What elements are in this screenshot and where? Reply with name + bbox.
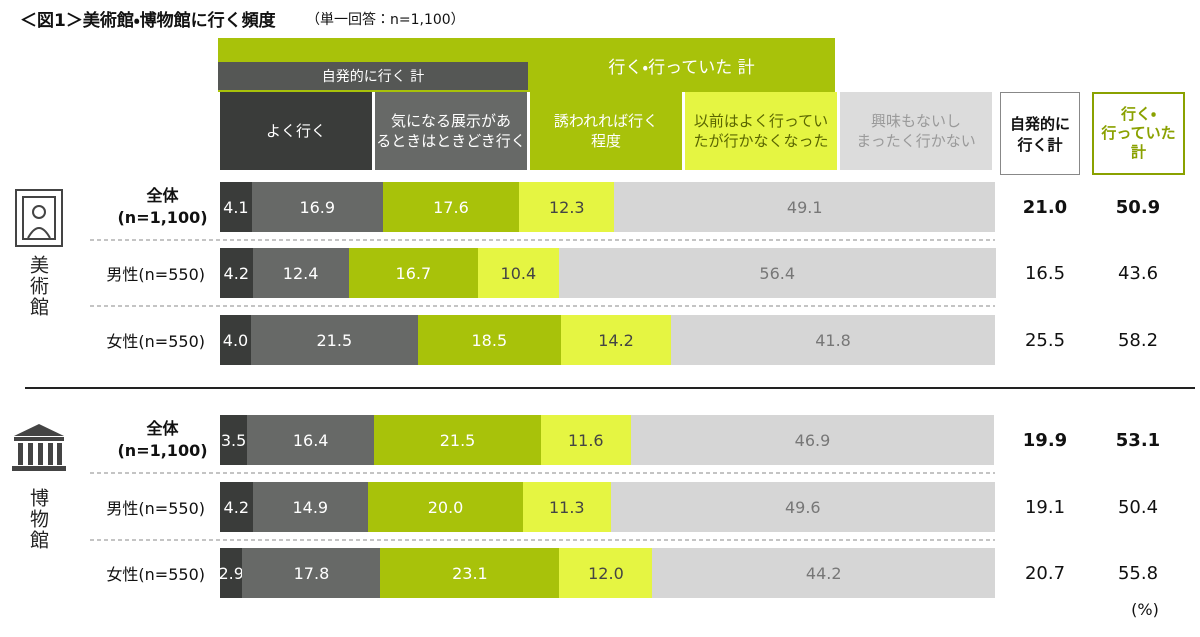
category-label: 全体 (n=1,100) (117, 418, 208, 460)
value-label: 4.2 (223, 497, 249, 517)
value-label: 4.2 (223, 263, 249, 283)
bar-segment (380, 548, 560, 598)
bar-segment (652, 548, 995, 598)
bar-segment (251, 315, 418, 365)
value-label: 56.4 (759, 263, 796, 283)
group-label: 美術館 (27, 255, 49, 318)
value-label: 4.1 (223, 197, 249, 217)
category-label: 男性(n=550) (106, 499, 205, 518)
bar-segment (247, 415, 375, 465)
bar-segment (374, 415, 541, 465)
bar-segment (561, 315, 672, 365)
bar-segment (242, 548, 381, 598)
total-value: 55.8 (1117, 562, 1159, 584)
value-label: 11.6 (567, 430, 604, 450)
value-label: 49.1 (786, 197, 823, 217)
group-label: 博物館 (27, 488, 49, 551)
total-value: 50.9 (1115, 196, 1161, 218)
value-label: 21.5 (316, 330, 353, 350)
total-header: 行く・ 行っていた 計 (1092, 92, 1185, 175)
bar-segment (220, 415, 248, 465)
value-label: 46.9 (794, 430, 831, 450)
category-label: 全体 (n=1,100) (117, 185, 208, 227)
bar-segment (519, 182, 615, 232)
value-label: 14.9 (292, 497, 329, 517)
museum-icon (12, 424, 66, 471)
bar-segment (220, 182, 252, 232)
value-label: 18.5 (471, 330, 508, 350)
bar-segment (220, 315, 251, 365)
category-label: 女性(n=550) (106, 332, 205, 351)
bar-segment (220, 248, 253, 298)
row-separators (90, 239, 995, 541)
bar-segment (251, 182, 383, 232)
chart-title: ＜図1＞美術館・博物館に行く頻度 (20, 11, 276, 31)
value-label: 49.6 (784, 497, 821, 517)
total-value: 19.1 (1024, 496, 1066, 518)
bar-segment (252, 248, 349, 298)
legend-header: 気になる展示があ るときはときどき行く (375, 92, 527, 170)
category-label: 女性(n=550) (106, 565, 205, 584)
value-label: 11.3 (548, 497, 585, 517)
art-icon (15, 189, 63, 247)
bar-segment (614, 182, 995, 232)
bar-segment (220, 482, 253, 532)
bar-segment (559, 548, 653, 598)
bar-segment (523, 482, 611, 532)
bar-segment (630, 415, 995, 465)
legend-header: 以前はよく行ってい たが行かなくなった (685, 92, 837, 170)
value-label: 17.6 (433, 197, 469, 217)
value-label: 12.4 (282, 263, 319, 283)
total-value: 25.5 (1024, 329, 1066, 351)
bar-segment (540, 415, 631, 465)
bar-segment (417, 315, 561, 365)
value-label: 16.4 (292, 430, 329, 450)
total-value: 20.7 (1024, 562, 1066, 584)
value-label: 44.2 (805, 563, 842, 583)
category-label: 男性(n=550) (106, 265, 205, 284)
unit-label: (%) (1131, 600, 1159, 619)
total-value: 43.6 (1117, 262, 1159, 284)
value-label: 41.8 (815, 330, 851, 350)
bar-segment (348, 248, 479, 298)
bar-segment (610, 482, 995, 532)
chart-subtitle: （単一回答：n=1,100） (306, 12, 465, 28)
total-value: 19.9 (1022, 429, 1068, 451)
value-label: 20.0 (427, 497, 464, 517)
value-label: 23.1 (452, 563, 488, 583)
value-label: 3.5 (220, 430, 247, 450)
bar-segment (478, 248, 559, 298)
total-value: 50.4 (1117, 496, 1159, 518)
value-label: 2.9 (218, 563, 244, 583)
value-label: 21.5 (439, 430, 476, 450)
value-label: 10.4 (500, 263, 537, 283)
value-label: 12.0 (588, 563, 624, 583)
value-label: 16.7 (395, 263, 432, 283)
total-value: 53.1 (1115, 429, 1161, 451)
bar-segment (220, 548, 243, 598)
value-label: 4.0 (222, 330, 249, 350)
total-value: 21.0 (1022, 196, 1068, 218)
bar-segment (252, 482, 369, 532)
legend-header: 誘われれば行く 程度 (530, 92, 682, 170)
total-header: 自発的に 行く計 (1000, 92, 1080, 175)
total-value: 58.2 (1117, 329, 1159, 351)
header-group: 自発的に行く 計 (218, 62, 528, 90)
bar-segment (382, 182, 520, 232)
bar-segment (671, 315, 995, 365)
legend-header: 興味もないし まったく行かない (840, 92, 992, 170)
legend-header: よく行く (220, 92, 372, 170)
value-label: 17.8 (293, 563, 330, 583)
value-label: 12.3 (548, 197, 585, 217)
total-value: 16.5 (1024, 262, 1066, 284)
value-label: 14.2 (598, 330, 634, 350)
value-label: 16.9 (299, 197, 336, 217)
bar-segment (558, 248, 996, 298)
bar-segment (368, 482, 524, 532)
